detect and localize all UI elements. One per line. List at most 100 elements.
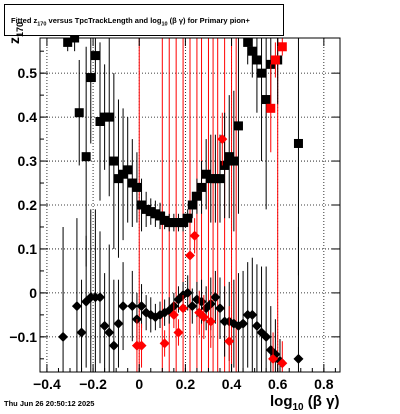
data-point-diamond — [224, 336, 235, 347]
data-point-square — [229, 156, 239, 166]
y-tick-label: 0.4 — [18, 109, 38, 125]
data-point-square — [132, 182, 142, 192]
data-point-square — [81, 152, 91, 162]
data-point-diamond — [159, 338, 170, 349]
x-tick-label: 0 — [135, 376, 143, 392]
data-point-diamond — [277, 358, 288, 369]
data-point-diamond — [185, 250, 195, 261]
data-point-diamond — [210, 292, 221, 303]
data-point-diamond — [215, 303, 225, 314]
y-tick-label: 0.2 — [18, 197, 38, 213]
data-point-square — [86, 73, 96, 83]
data-point-diamond — [108, 340, 119, 351]
x-tick-label: −0.4 — [33, 376, 61, 392]
data-point-square — [150, 209, 160, 219]
data-point-square — [173, 218, 183, 228]
data-point-square — [123, 165, 133, 175]
x-tick-label: 0.4 — [222, 376, 242, 392]
data-point-square — [90, 51, 100, 61]
data-points — [58, 33, 304, 372]
data-point-diamond — [118, 301, 129, 312]
data-point-square — [109, 156, 119, 166]
data-point-diamond — [136, 301, 147, 312]
data-point-diamond — [189, 230, 200, 241]
data-point-square — [192, 191, 202, 201]
data-point-diamond — [198, 312, 209, 323]
data-point-diamond — [71, 301, 82, 312]
data-point-diamond — [127, 301, 138, 312]
data-point-square — [277, 42, 287, 52]
x-tick-label: 0.6 — [268, 376, 288, 392]
data-point-square — [206, 174, 216, 184]
data-point-square — [127, 178, 137, 188]
data-point-square — [233, 121, 243, 131]
data-point-diamond — [268, 353, 279, 364]
x-tick-label: −0.2 — [79, 376, 107, 392]
y-tick-label: 0.3 — [18, 153, 38, 169]
data-point-diamond — [95, 292, 105, 303]
data-point-diamond — [182, 287, 193, 298]
data-point-diamond — [104, 327, 115, 338]
data-point-square — [104, 112, 114, 122]
data-point-square — [210, 174, 220, 184]
data-point-diamond — [136, 340, 147, 351]
axis-ticks: −0.4 −0.2 0 0.2 0.4 0.6 0.8 −0.1 0 0.1 0.2 0.3 0.4 0.… — [9, 38, 340, 392]
y-tick-label: −0.1 — [9, 329, 37, 345]
data-point-square — [183, 213, 193, 223]
data-point-square — [266, 103, 276, 113]
data-point-square — [118, 169, 128, 179]
data-point-square — [169, 218, 179, 228]
timestamp-footer: Thu Jun 26 20:50:12 2025 — [4, 399, 95, 408]
data-point-square — [247, 46, 257, 56]
data-point-diamond — [187, 301, 198, 312]
data-point-diamond — [247, 309, 258, 320]
data-point-square — [95, 117, 105, 126]
data-point-diamond — [76, 327, 87, 338]
data-point-diamond — [113, 318, 124, 329]
data-point-diamond — [58, 331, 69, 342]
data-point-square — [215, 174, 225, 184]
data-point-square — [224, 152, 234, 162]
data-point-square — [100, 112, 110, 122]
title-box: Fitted z170 versus TpcTrackLength and lo… — [4, 4, 284, 36]
data-point-diamond — [293, 353, 304, 364]
data-point-square — [257, 68, 267, 78]
y-tick-label: 0.5 — [18, 65, 38, 81]
data-point-square — [270, 55, 280, 65]
data-point-square — [63, 37, 73, 47]
data-point-square — [201, 169, 211, 179]
y-tick-label: 0 — [29, 285, 37, 301]
data-point-square — [220, 160, 230, 170]
data-point-square — [261, 95, 271, 105]
data-point-square — [155, 211, 165, 221]
data-point-square — [160, 215, 170, 225]
data-point-square — [113, 174, 123, 184]
data-point-diamond — [99, 320, 110, 331]
data-point-square — [187, 200, 197, 210]
data-point-diamond — [261, 331, 272, 342]
data-point-diamond — [178, 303, 189, 314]
x-tick-label: 0.2 — [176, 376, 196, 392]
data-point-square — [243, 37, 253, 47]
data-point-square — [74, 108, 84, 118]
data-point-square — [293, 138, 303, 148]
data-point-diamond — [205, 316, 216, 327]
data-point-diamond — [251, 320, 262, 331]
data-point-square — [197, 182, 207, 192]
x-tick-label: 0.8 — [314, 376, 334, 392]
data-point-diamond — [217, 134, 228, 145]
chart-title: Fitted z170 versus TpcTrackLength and lo… — [11, 16, 250, 28]
data-point-square — [137, 200, 147, 210]
y-axis-label: z170 — [6, 21, 25, 44]
data-point-square — [178, 218, 188, 228]
data-point-diamond — [173, 327, 184, 338]
y-tick-label: 0.1 — [18, 241, 38, 257]
data-point-square — [164, 218, 174, 228]
data-point-square — [252, 55, 262, 65]
data-point-square — [146, 207, 156, 217]
data-point-diamond — [238, 318, 249, 329]
data-point-diamond — [168, 309, 179, 320]
data-point-square — [141, 204, 151, 214]
x-axis-label: log10 (β γ) — [270, 393, 340, 413]
